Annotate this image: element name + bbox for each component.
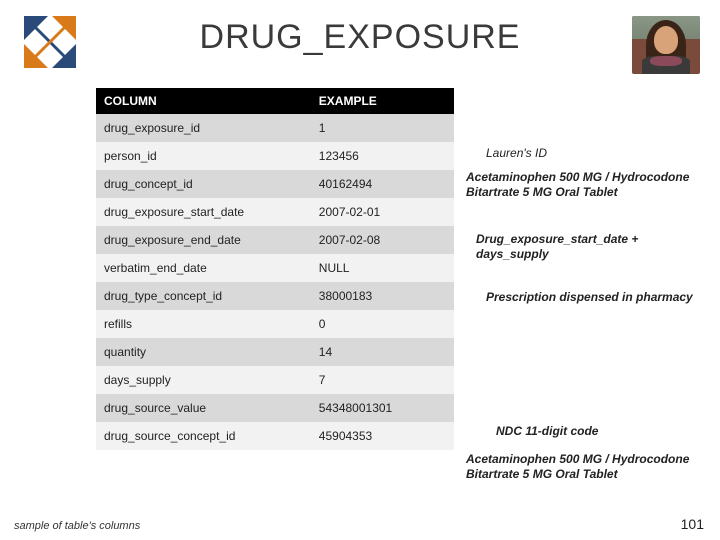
table-row: drug_exposure_id1: [96, 114, 454, 142]
annotation-drug-concept: Acetaminophen 500 MG / Hydrocodone Bitar…: [466, 170, 696, 200]
table-row: drug_type_concept_id38000183: [96, 282, 454, 310]
table-row: drug_source_concept_id45904353: [96, 422, 454, 450]
footer-note: sample of table's columns: [14, 520, 140, 532]
table-row: days_supply7: [96, 366, 454, 394]
annotation-source-value: NDC 11-digit code: [496, 424, 598, 439]
table-row: drug_exposure_end_date2007-02-08: [96, 226, 454, 254]
table-row: quantity14: [96, 338, 454, 366]
header-column: COLUMN: [96, 88, 311, 114]
annotation-person-id: Lauren's ID: [486, 146, 547, 161]
table-row: drug_concept_id40162494: [96, 170, 454, 198]
header-example: EXAMPLE: [311, 88, 454, 114]
annotation-end-date: Drug_exposure_start_date + days_supply: [476, 232, 696, 262]
table-row: person_id123456: [96, 142, 454, 170]
person-photo: [632, 16, 700, 74]
table-row: drug_exposure_start_date2007-02-01: [96, 198, 454, 226]
annotation-source-concept: Acetaminophen 500 MG / Hydrocodone Bitar…: [466, 452, 696, 482]
table-row: verbatim_end_dateNULL: [96, 254, 454, 282]
annotation-type: Prescription dispensed in pharmacy: [486, 290, 696, 305]
table-header-row: COLUMN EXAMPLE: [96, 88, 454, 114]
table-row: drug_source_value54348001301: [96, 394, 454, 422]
table-row: refills0: [96, 310, 454, 338]
page-number: 101: [681, 516, 704, 532]
page-title: DRUG_EXPOSURE: [0, 18, 720, 57]
columns-table: COLUMN EXAMPLE drug_exposure_id1 person_…: [96, 88, 454, 450]
